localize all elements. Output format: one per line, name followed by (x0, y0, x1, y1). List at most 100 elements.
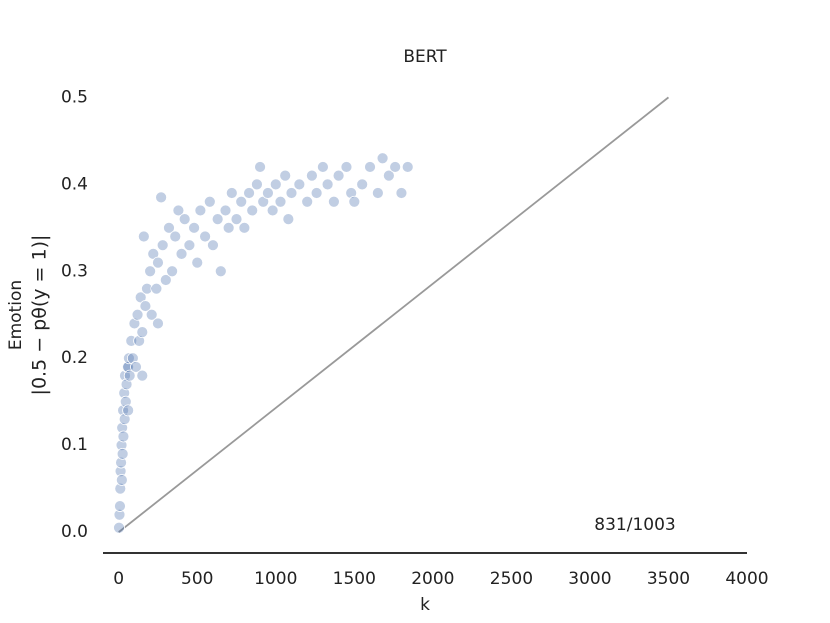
point (130, 361, 142, 373)
x-tick-label: 2500 (490, 569, 533, 589)
point (115, 474, 128, 486)
point (123, 352, 135, 365)
point (230, 213, 243, 226)
point (389, 161, 402, 173)
point (117, 404, 130, 417)
point (285, 187, 298, 199)
point (235, 195, 248, 208)
point (166, 265, 179, 278)
point (139, 300, 152, 312)
point (122, 404, 135, 417)
point (118, 413, 131, 425)
point (120, 378, 133, 391)
point (113, 508, 126, 521)
x-tick-label: 3500 (647, 569, 690, 589)
point (188, 221, 201, 234)
point (203, 195, 216, 208)
point (332, 169, 345, 182)
point (321, 178, 334, 191)
point (279, 169, 292, 182)
point (183, 239, 196, 252)
annotation: 831/1003 (594, 515, 675, 535)
point (156, 239, 169, 252)
point (214, 265, 227, 278)
point (115, 456, 127, 469)
point (293, 178, 306, 191)
x-tick-label: 3000 (568, 569, 611, 589)
point (274, 195, 287, 208)
y-tick-label: 0.5 (61, 87, 88, 107)
point (219, 204, 232, 217)
point (348, 195, 361, 208)
point (136, 369, 149, 382)
point (136, 326, 149, 339)
x-tick-label: 4000 (725, 569, 768, 589)
x-axis-label: k (420, 595, 430, 615)
point (364, 161, 376, 173)
point (116, 421, 129, 434)
point (113, 521, 125, 534)
point (327, 195, 340, 208)
point (150, 282, 163, 295)
point (131, 308, 144, 321)
chart-title: BERT (403, 47, 447, 67)
point (306, 169, 318, 182)
point (371, 187, 384, 199)
point (395, 187, 408, 199)
point (401, 161, 414, 173)
point (301, 195, 314, 208)
point (251, 178, 263, 191)
point (114, 500, 126, 512)
point (254, 161, 266, 173)
point (114, 465, 127, 478)
y-tick-label: 0.0 (61, 522, 88, 542)
point (207, 239, 219, 252)
point (376, 152, 389, 165)
point (178, 213, 191, 226)
point (194, 204, 207, 217)
y-tick-label: 0.1 (61, 435, 88, 455)
x-tick-label: 500 (181, 569, 213, 589)
point (155, 191, 168, 204)
point (115, 439, 128, 452)
point (262, 187, 274, 199)
point (310, 187, 323, 199)
point (269, 178, 282, 191)
x-tick-label: 2000 (411, 569, 454, 589)
point (169, 230, 182, 243)
point (128, 317, 141, 330)
point (119, 369, 131, 382)
point (123, 369, 136, 382)
point (144, 265, 157, 278)
point (141, 282, 153, 295)
point (152, 256, 164, 269)
point (126, 352, 139, 365)
y-axis-label: Emotion (6, 280, 26, 350)
point (317, 161, 329, 173)
point (243, 187, 255, 199)
point (266, 204, 279, 217)
point (117, 430, 130, 443)
point (118, 387, 131, 399)
point (356, 178, 369, 191)
point (340, 161, 353, 173)
point (246, 204, 259, 217)
point (159, 274, 172, 286)
point (222, 221, 235, 234)
x-tick-label: 0 (113, 569, 124, 589)
point (175, 247, 188, 260)
point (133, 334, 146, 347)
y-tick-label: 0.4 (61, 174, 88, 194)
point (152, 317, 164, 330)
point (116, 447, 129, 460)
point (114, 482, 127, 495)
point (282, 213, 295, 226)
point (119, 395, 132, 408)
point (382, 169, 395, 182)
point (145, 308, 158, 321)
y-axis-label: |0.5 − pθ(y = 1)| (29, 235, 51, 396)
x-tick-label: 1000 (254, 569, 297, 589)
point (211, 213, 224, 226)
point (238, 221, 251, 234)
